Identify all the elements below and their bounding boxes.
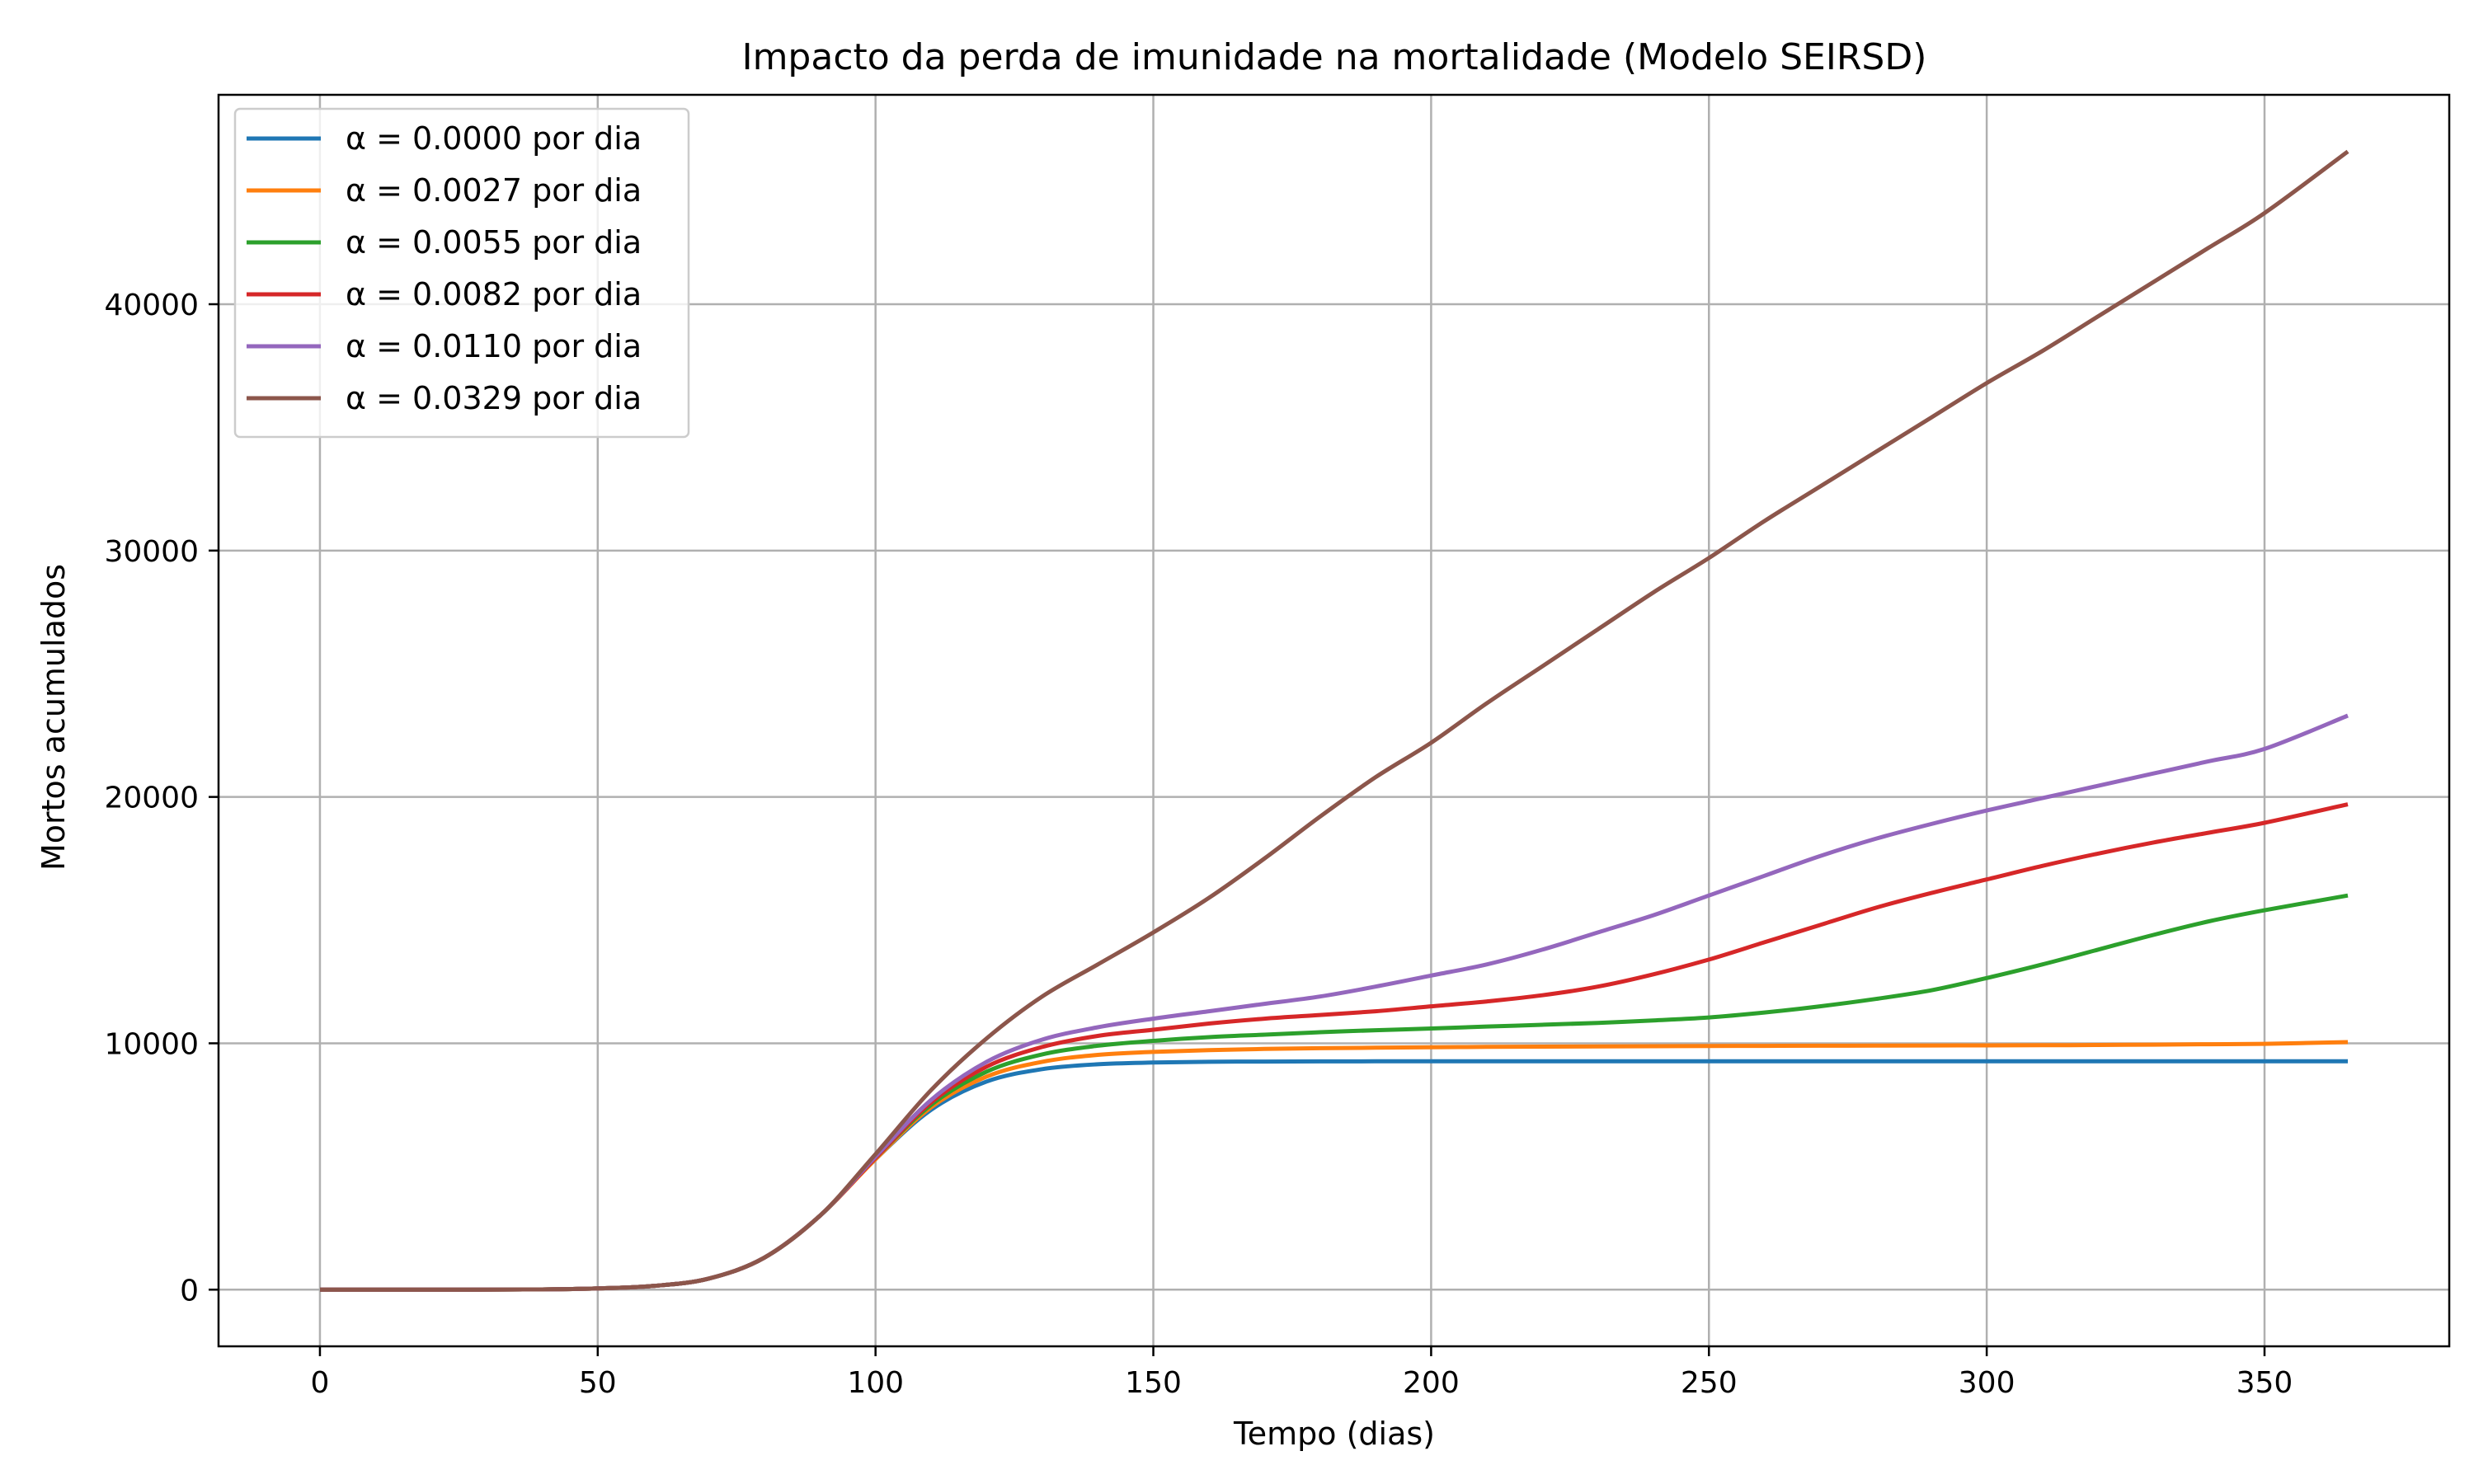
x-axis-ticks: 0 50 100 150 200 250 300 350 bbox=[311, 1346, 2293, 1400]
legend-entry: α = 0.0082 por dia bbox=[346, 276, 642, 312]
legend-entry: α = 0.0329 por dia bbox=[346, 380, 642, 416]
x-tick-label: 100 bbox=[847, 1366, 904, 1400]
y-tick-label: 10000 bbox=[104, 1027, 199, 1061]
y-tick-label: 30000 bbox=[104, 535, 199, 569]
legend-entry: α = 0.0027 por dia bbox=[346, 172, 642, 209]
y-axis-label: Mortos acumulados bbox=[35, 564, 72, 871]
legend-entry: α = 0.0055 por dia bbox=[346, 224, 642, 261]
x-tick-label: 200 bbox=[1403, 1366, 1460, 1400]
legend-entry: α = 0.0110 por dia bbox=[346, 328, 642, 364]
chart-title: Impacto da perda de imunidade na mortali… bbox=[742, 36, 1927, 78]
y-tick-label: 0 bbox=[180, 1274, 199, 1308]
x-tick-label: 350 bbox=[2236, 1366, 2293, 1400]
x-tick-label: 250 bbox=[1681, 1366, 1738, 1400]
y-tick-label: 20000 bbox=[104, 782, 199, 815]
x-tick-label: 300 bbox=[1959, 1366, 2015, 1400]
y-tick-label: 40000 bbox=[104, 289, 199, 322]
series-line-5 bbox=[320, 149, 2349, 1292]
legend-entry: α = 0.0000 por dia bbox=[346, 120, 642, 157]
x-tick-label: 50 bbox=[579, 1366, 617, 1400]
series-lines bbox=[320, 149, 2349, 1292]
x-tick-label: 0 bbox=[311, 1366, 330, 1400]
plot-frame bbox=[217, 93, 2451, 1348]
y-axis-ticks: 0 10000 20000 30000 40000 bbox=[104, 289, 219, 1308]
x-tick-label: 150 bbox=[1125, 1366, 1182, 1400]
legend-box bbox=[233, 107, 690, 439]
legend: α = 0.0000 por dia α = 0.0027 por dia α = … bbox=[233, 107, 690, 439]
x-axis-label: Tempo (dias) bbox=[1233, 1416, 1435, 1452]
